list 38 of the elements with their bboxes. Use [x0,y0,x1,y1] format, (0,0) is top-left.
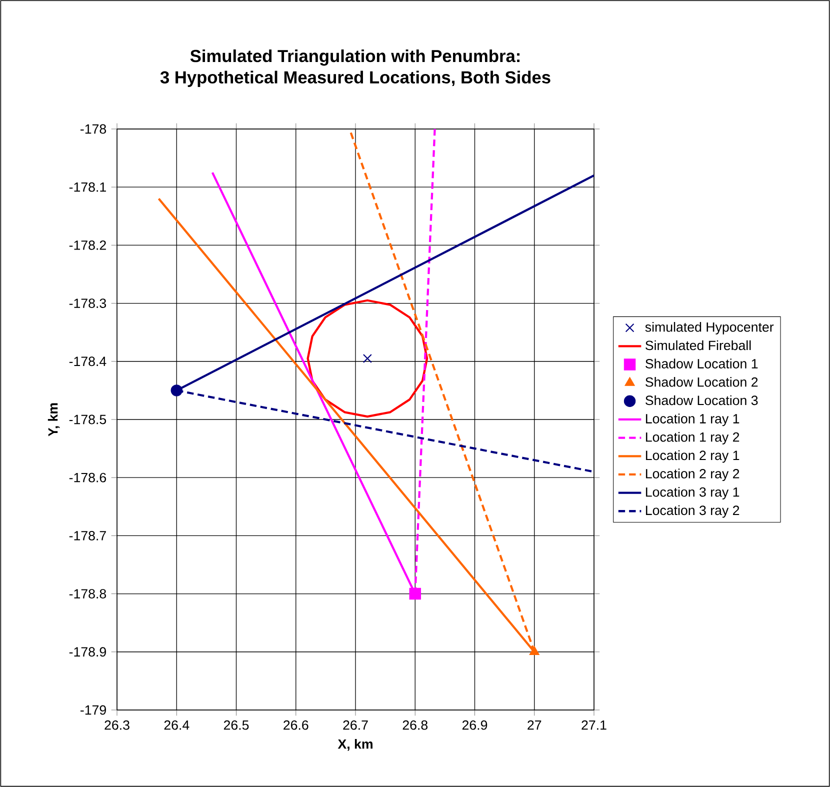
legend-label: Shadow Location 1 [646,358,758,368]
y-tick-label: -178.2 [69,240,106,250]
point [529,646,540,655]
x-tick-label: 26.5 [224,720,249,730]
y-axis-title: Y, km [48,403,60,436]
y-tick-label: -178.3 [69,298,106,308]
x-tick-label: 26.4 [164,720,190,730]
legend-label: simulated Hypocenter [645,322,774,334]
x-tick-label: 26.8 [402,720,428,730]
x-tick-label: 26.6 [284,720,308,730]
y-tick-label: -178.8 [69,589,106,598]
y-tick-label: -178.4 [69,356,106,366]
y-tick-label: -178 [80,124,106,134]
x-tick-label: 26.3 [104,720,130,730]
legend-label: Location 3 ray 1 [646,486,740,500]
chart-title: Simulated Triangulation with Penumbra: [190,49,520,66]
legend-label: Shadow Location 3 [646,395,758,406]
y-tick-label: -178.7 [69,530,106,540]
x-tick-label: 27.1 [582,720,606,730]
text: Simulated Fireball [646,340,751,350]
point [409,588,421,600]
y-tick-label: -178.1 [69,182,106,192]
x-tick-label: 26.7 [343,720,368,730]
legend-label: Location 2 ray 2 [646,468,740,482]
x-axis-title: X, km [338,738,372,751]
point [170,384,182,396]
y-tick-label: -178.9 [69,647,106,657]
y-tick-label: -179 [80,705,106,715]
legend-label: Location 3 ray 2 [646,505,740,518]
legend-label: Shadow Location 2 [646,377,758,387]
legend-label: Location 2 ray 1 [646,450,740,463]
chart-subtitle: 3 Hypothetical Measured Locations, Both Sides [160,70,550,87]
y-tick-label: -178.5 [69,414,106,424]
x-tick-label: 26.9 [462,720,488,730]
x-tick-label: 27 [528,720,542,730]
y-tick-label: -178.6 [69,472,106,482]
legend-label: Location 1 ray 1 [646,414,740,426]
legend-label: Location 1 ray 2 [646,432,740,444]
